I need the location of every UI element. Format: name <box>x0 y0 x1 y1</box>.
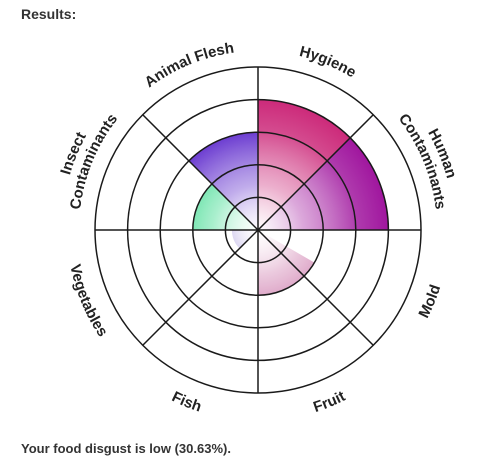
grid-spoke <box>257 229 374 346</box>
category-label: Mold <box>415 282 444 320</box>
category-label: Hygiene <box>298 43 359 81</box>
category-label: Fish <box>169 388 204 415</box>
category-label: Fruit <box>311 388 348 416</box>
grid-spoke <box>257 114 374 231</box>
grid-spoke <box>142 229 259 346</box>
grid-spoke <box>142 114 259 231</box>
summary-text: Your food disgust is low (30.63%). <box>21 441 231 456</box>
category-label: Vegetables <box>66 263 111 340</box>
results-heading: Results: <box>21 6 77 22</box>
